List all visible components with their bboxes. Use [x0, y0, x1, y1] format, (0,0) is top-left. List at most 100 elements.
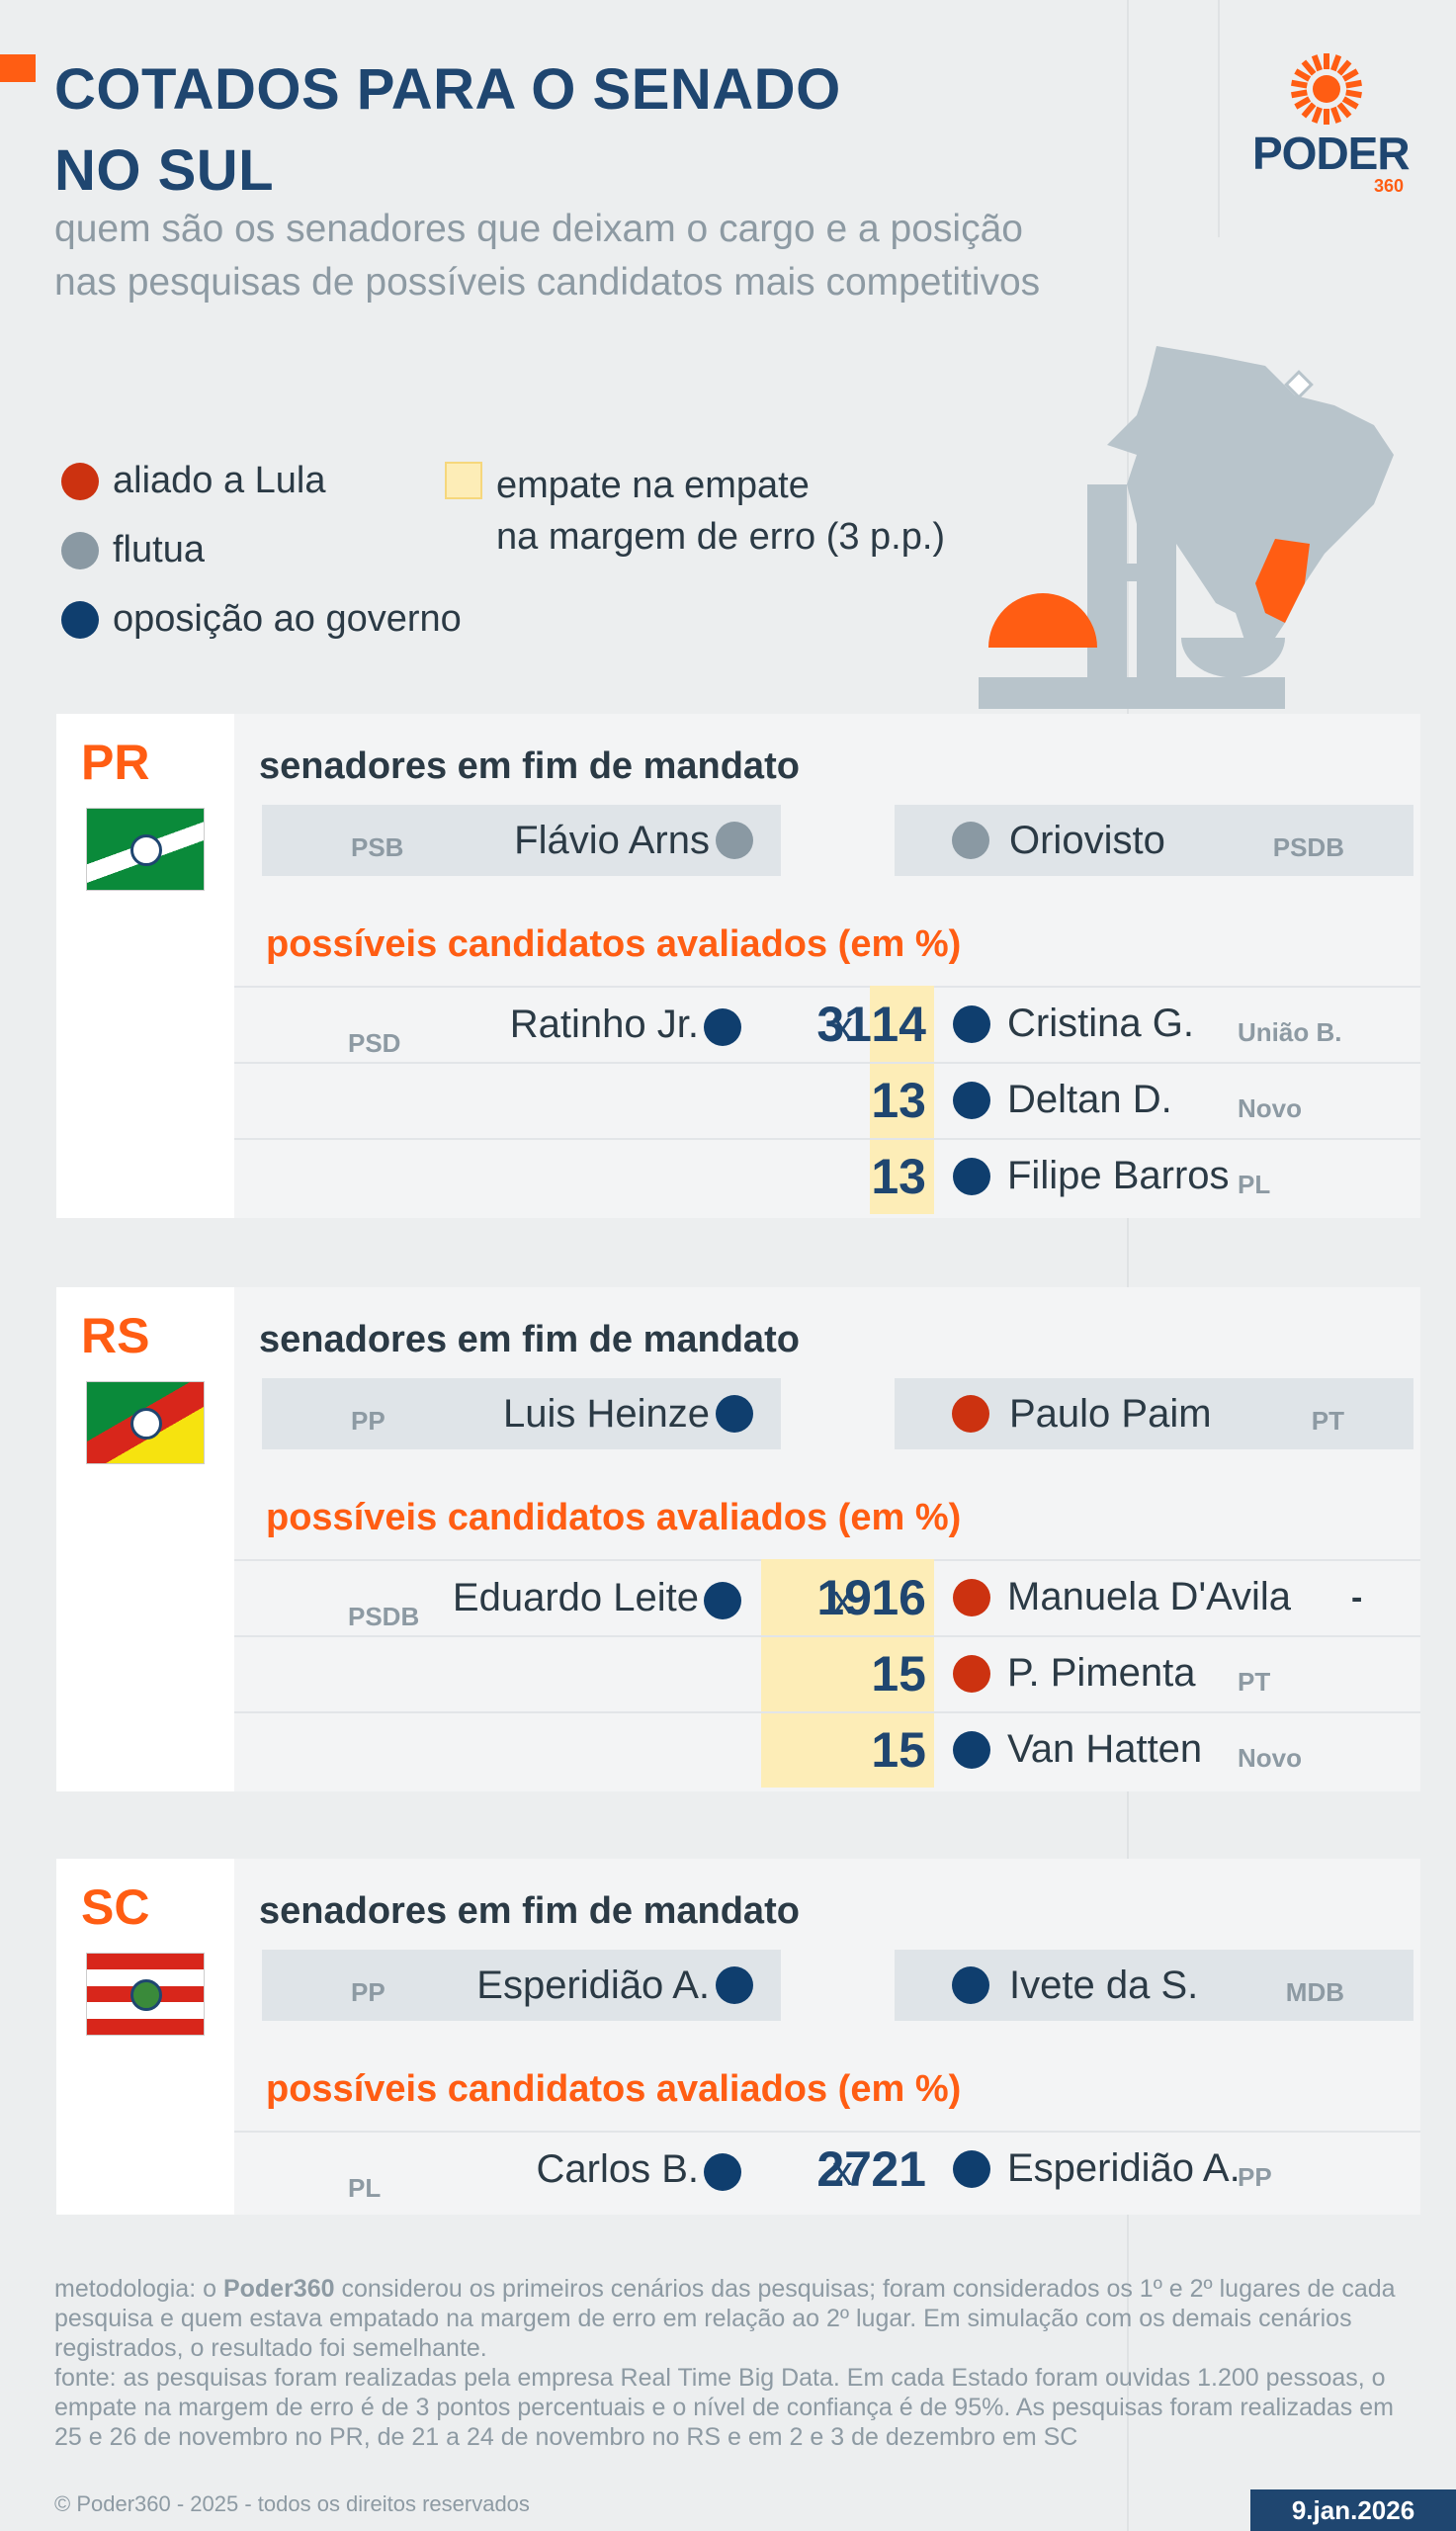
- candidate-value: 13: [871, 1073, 926, 1128]
- candidate-name: Cristina G.: [1007, 1002, 1194, 1045]
- senator-box: PP Esperidião A.: [262, 1950, 781, 2021]
- alignment-dot-icon: [952, 1395, 989, 1433]
- alignment-dot-icon: [953, 1579, 990, 1616]
- row-divider: [234, 986, 1420, 988]
- sun-icon: [1291, 53, 1362, 125]
- legend-ally-label: aliado a Lula: [113, 460, 326, 501]
- party-logo-icon: [1336, 2148, 1386, 2188]
- party-label: PSDB: [348, 1602, 420, 1631]
- senator-box: PP Luis Heinze: [262, 1378, 781, 1449]
- versus-x: x: [832, 1003, 853, 1049]
- legend-ally: aliado a Lula: [61, 460, 326, 502]
- copyright: © Poder360 - 2025 - todos os direitos re…: [54, 2491, 530, 2516]
- row-divider: [234, 1635, 1420, 1637]
- divider-line: [1127, 0, 1129, 2531]
- publication-date: 9.jan.2026: [1250, 2489, 1456, 2531]
- senators-heading: senadores em fim de mandato: [259, 745, 800, 787]
- state-flag-icon: [86, 1953, 205, 2036]
- methodology-text: considerou os primeiros cenários das pes…: [54, 2275, 1396, 2362]
- party-logo-icon: [1336, 1653, 1386, 1693]
- alignment-dot-icon: [704, 2153, 741, 2191]
- divider-line: [1218, 0, 1220, 237]
- candidate-value: 31: [816, 997, 872, 1052]
- logo-number: 360: [1374, 176, 1405, 196]
- tie-highlight: [870, 986, 934, 1214]
- state-section: PR senadores em fim de mandato PSB Flávio A…: [56, 714, 1420, 1218]
- alignment-dot-icon: [716, 822, 753, 859]
- legend-opposition: oposição ao governo: [61, 598, 462, 641]
- methodology-brand: Poder360: [222, 2275, 335, 2303]
- candidate-name: Filipe Barros: [1007, 1154, 1230, 1197]
- senators-heading: senadores em fim de mandato: [259, 1890, 800, 1932]
- accent-bar: [0, 54, 36, 82]
- legend-tie-line-2: na margem de erro (3 p.p.): [496, 516, 946, 558]
- alignment-dot-icon: [952, 822, 989, 859]
- party-label: -: [1351, 1579, 1363, 1616]
- party-label: PT: [1311, 1405, 1344, 1436]
- state-label: RS: [81, 1308, 150, 1363]
- alignment-dot-icon: [953, 2150, 990, 2188]
- congress-icon: [979, 484, 1285, 709]
- candidate-name: Carlos B.: [536, 2147, 700, 2191]
- candidate-value: 15: [871, 1722, 926, 1778]
- candidate-name: Eduardo Leite: [452, 1576, 699, 1619]
- state-flag-icon: [86, 808, 205, 891]
- source-note: fonte: as pesquisas foram realizadas pel…: [54, 2364, 1394, 2451]
- candidate-value: 13: [871, 1149, 926, 1204]
- section-inner-bg: [234, 1859, 1420, 2215]
- party-label: PP: [1238, 2162, 1272, 2192]
- logo-text: PODER: [1252, 128, 1411, 179]
- senator-box: Ivete da S. MDB: [895, 1950, 1413, 2021]
- candidate-value: 21: [871, 2141, 926, 2197]
- party-logo-icon: [1336, 1156, 1386, 1195]
- poder360-logo: PODER 360: [1247, 49, 1411, 198]
- candidates-heading: possíveis candidatos avaliados (em %): [266, 1497, 962, 1538]
- candidate-name: P. Pimenta: [1007, 1651, 1196, 1695]
- alignment-dot-icon: [953, 1655, 990, 1693]
- party-label: União B.: [1238, 1017, 1342, 1047]
- alignment-dot-icon: [716, 1395, 753, 1433]
- senators-heading: senadores em fim de mandato: [259, 1319, 800, 1360]
- legend-tie-line-1: empate na empate: [496, 465, 810, 506]
- candidate-value: 19: [816, 1570, 872, 1625]
- brazil-map-icon: [1107, 346, 1394, 653]
- versus-x: x: [832, 2147, 853, 2194]
- footer-notes: metodologia: o Poder360 considerou os pr…: [54, 2274, 1409, 2452]
- page-subtitle: quem são os senadores que deixam o cargo…: [54, 203, 1040, 309]
- senator-name: Oriovisto: [1009, 818, 1165, 862]
- candidate-value: 27: [816, 2141, 872, 2197]
- state-section: SC senadores em fim de mandato PP Esperidiã…: [56, 1859, 1420, 2215]
- alignment-dot-icon: [952, 1966, 989, 2004]
- candidates-heading: possíveis candidatos avaliados (em %): [266, 923, 962, 965]
- alignment-dot-icon: [953, 1082, 990, 1119]
- section-inner-bg: [234, 714, 1420, 1218]
- versus-x: x: [832, 1576, 853, 1622]
- opposition-dot-icon: [61, 600, 99, 639]
- flag-seal-icon: [130, 1979, 162, 2011]
- senator-box: Paulo Paim PT: [895, 1378, 1413, 1449]
- party-label: MDB: [1285, 1976, 1344, 2007]
- senator-name: Flávio Arns: [514, 818, 710, 862]
- flag-seal-icon: [130, 1408, 162, 1440]
- title-line-1: COTADOS PARA O SENADO: [54, 57, 841, 122]
- party-label: PT: [1238, 1667, 1271, 1697]
- senator-name: Paulo Paim: [1009, 1391, 1212, 1436]
- alignment-dot-icon: [953, 1731, 990, 1769]
- alignment-dot-icon: [704, 1008, 741, 1046]
- state-label: PR: [81, 735, 150, 790]
- subtitle-line-1: quem são os senadores que deixam o cargo…: [54, 208, 1023, 250]
- senator-name: Luis Heinze: [502, 1391, 710, 1436]
- party-label: PP: [351, 1976, 385, 2007]
- legend-opposition-label: oposição ao governo: [113, 598, 462, 640]
- alignment-dot-icon: [704, 1582, 741, 1619]
- party-label: Novo: [1238, 1743, 1302, 1773]
- legend-float: flutua: [61, 529, 205, 571]
- flag-seal-icon: [130, 834, 162, 866]
- tie-highlight: [761, 1559, 934, 1788]
- state-label: SC: [81, 1879, 150, 1935]
- party-label: PSB: [351, 831, 404, 862]
- candidates-heading: possíveis candidatos avaliados (em %): [266, 2068, 962, 2110]
- candidate-name: Ratinho Jr.: [509, 1003, 699, 1046]
- party-label: PP: [351, 1405, 385, 1436]
- row-divider: [234, 1062, 1420, 1064]
